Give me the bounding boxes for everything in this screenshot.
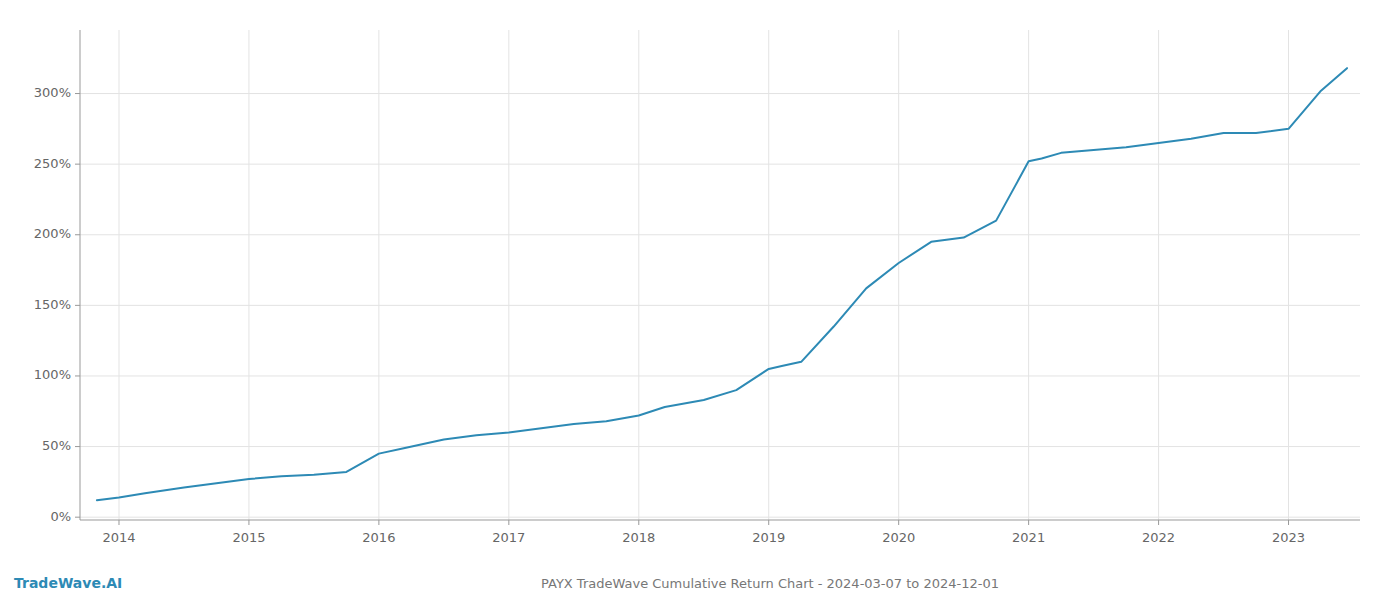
data-line bbox=[97, 68, 1347, 500]
y-tick-label: 200% bbox=[34, 226, 71, 241]
x-tick-label: 2023 bbox=[1272, 530, 1305, 545]
x-tick-label: 2021 bbox=[1012, 530, 1045, 545]
y-tick-label: 150% bbox=[34, 297, 71, 312]
x-tick bbox=[118, 520, 119, 525]
y-grid-line bbox=[80, 305, 1360, 306]
x-grid-line bbox=[1028, 30, 1029, 520]
y-tick bbox=[75, 164, 80, 165]
x-grid-line bbox=[508, 30, 509, 520]
y-grid-line bbox=[80, 517, 1360, 518]
x-tick-label: 2017 bbox=[492, 530, 525, 545]
x-axis-line bbox=[80, 520, 1360, 521]
y-grid-line bbox=[80, 446, 1360, 447]
x-tick bbox=[638, 520, 639, 525]
y-grid-line bbox=[80, 164, 1360, 165]
y-tick bbox=[75, 93, 80, 94]
y-tick bbox=[75, 305, 80, 306]
y-grid-line bbox=[80, 234, 1360, 235]
y-tick-label: 0% bbox=[50, 509, 71, 524]
x-tick bbox=[508, 520, 509, 525]
y-tick-label: 250% bbox=[34, 156, 71, 171]
x-tick bbox=[898, 520, 899, 525]
x-tick bbox=[248, 520, 249, 525]
x-tick-label: 2014 bbox=[102, 530, 135, 545]
x-grid-line bbox=[378, 30, 379, 520]
y-tick bbox=[75, 234, 80, 235]
x-grid-line bbox=[1288, 30, 1289, 520]
x-tick bbox=[1158, 520, 1159, 525]
watermark: TradeWave.AI bbox=[14, 575, 122, 591]
y-tick bbox=[75, 446, 80, 447]
x-tick bbox=[378, 520, 379, 525]
tick-labels: 0% 50% 100% 150% 200% 250% 300% 2014 2015 2016 201… bbox=[34, 85, 1305, 545]
x-tick-label: 2018 bbox=[622, 530, 655, 545]
x-grid-line bbox=[118, 30, 119, 520]
y-grid-line bbox=[80, 375, 1360, 376]
y-tick-label: 100% bbox=[34, 367, 71, 382]
chart-container: 0% 50% 100% 150% 200% 250% 300% 2014 2015 2016 201… bbox=[0, 0, 1400, 600]
x-tick-label: 2020 bbox=[882, 530, 915, 545]
y-tick-label: 50% bbox=[42, 438, 71, 453]
x-grid-line bbox=[248, 30, 249, 520]
x-tick bbox=[1028, 520, 1029, 525]
x-tick bbox=[1288, 520, 1289, 525]
plot-area bbox=[97, 68, 1347, 500]
x-tick-label: 2019 bbox=[752, 530, 785, 545]
x-grid-line bbox=[1158, 30, 1159, 520]
x-grid-line bbox=[768, 30, 769, 520]
chart-title: PAYX TradeWave Cumulative Return Chart -… bbox=[541, 576, 999, 591]
grid bbox=[80, 30, 1360, 520]
x-tick-label: 2022 bbox=[1142, 530, 1175, 545]
y-grid-line bbox=[80, 93, 1360, 94]
x-tick-label: 2015 bbox=[232, 530, 265, 545]
y-tick bbox=[75, 517, 80, 518]
x-tick bbox=[768, 520, 769, 525]
x-tick-label: 2016 bbox=[362, 530, 395, 545]
x-grid-line bbox=[638, 30, 639, 520]
y-tick-label: 300% bbox=[34, 85, 71, 100]
chart-svg: 0% 50% 100% 150% 200% 250% 300% 2014 2015 2016 201… bbox=[0, 0, 1400, 600]
y-tick bbox=[75, 375, 80, 376]
x-grid-line bbox=[898, 30, 899, 520]
